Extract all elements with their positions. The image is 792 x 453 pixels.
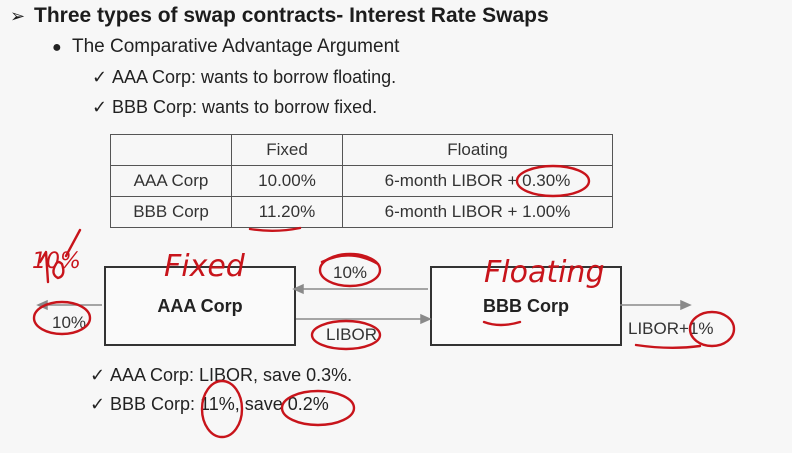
table-header-cell: Fixed (231, 134, 343, 166)
check-item: ✓ AAA Corp: LIBOR, save 0.3%. (90, 365, 352, 386)
bullet-icon: ● (52, 39, 62, 56)
check-item-text: BBB Corp: 11%, save 0.2% (110, 394, 329, 414)
check-item-text: AAA Corp: wants to borrow floating. (112, 67, 397, 87)
checkmark-icon: ✓ (92, 97, 108, 117)
rates-table: Fixed Floating AAA Corp 10.00% 6-month L… (110, 134, 613, 228)
annotation-underline (248, 226, 302, 232)
aaa-corp-label: AAA Corp (157, 295, 243, 316)
table-header-cell (110, 134, 232, 166)
aaa-outflow-label: 10% (52, 313, 87, 332)
checkmark-icon: ✓ (90, 365, 106, 385)
check-item-text: AAA Corp: LIBOR, save 0.3%. (110, 365, 353, 385)
check-item: ✓ BBB Corp: wants to borrow fixed. (92, 97, 377, 118)
arrow-bullet-icon: ➢ (10, 6, 26, 26)
table-cell: 11.20% (231, 196, 343, 228)
annotation-ten-pct-text: 10% (32, 249, 81, 274)
flow-label-libor: LIBOR (326, 325, 378, 344)
table-header-cell: Floating (342, 134, 613, 166)
check-item: ✓ BBB Corp: 11%, save 0.2% (90, 394, 329, 415)
table-row: AAA Corp 10.00% 6-month LIBOR + 0.30% (110, 165, 613, 197)
table-cell: 6-month LIBOR + 1.00% (342, 196, 613, 228)
annotation-stroke (38, 250, 50, 284)
annotation-underline (634, 343, 702, 349)
aaa-corp-box: AAA Corp (104, 266, 296, 346)
subheading: ● The Comparative Advantage Argument (52, 36, 399, 58)
table-cell: BBB Corp (110, 196, 232, 228)
subheading-text: The Comparative Advantage Argument (72, 36, 400, 57)
checkmark-icon: ✓ (92, 67, 108, 87)
slide-title-text: Three types of swap contracts- Interest … (34, 4, 549, 27)
annotation-stroke (64, 228, 82, 258)
arrowhead-icon (36, 299, 48, 311)
bbb-outflow-label: LIBOR+1% (628, 319, 714, 338)
table-cell: 6-month LIBOR + 0.30% (342, 165, 613, 197)
table-cell: 10.00% (231, 165, 343, 197)
annotation-stroke (52, 260, 65, 280)
table-cell: AAA Corp (110, 165, 232, 197)
table-header-row: Fixed Floating (110, 134, 613, 166)
slide-title: ➢ Three types of swap contracts- Interest… (10, 4, 549, 28)
checkmark-icon: ✓ (90, 394, 106, 414)
table-row: BBB Corp 11.20% 6-month LIBOR + 1.00% (110, 196, 613, 228)
check-item-text: BBB Corp: wants to borrow fixed. (112, 97, 378, 117)
check-item: ✓ AAA Corp: wants to borrow floating. (92, 67, 396, 88)
arrowhead-icon (420, 313, 432, 325)
bbb-corp-box: BBB Corp (430, 266, 622, 346)
flow-label-fixed: 10% (333, 263, 368, 282)
arrowhead-icon (680, 299, 692, 311)
bbb-corp-label: BBB Corp (483, 295, 569, 316)
